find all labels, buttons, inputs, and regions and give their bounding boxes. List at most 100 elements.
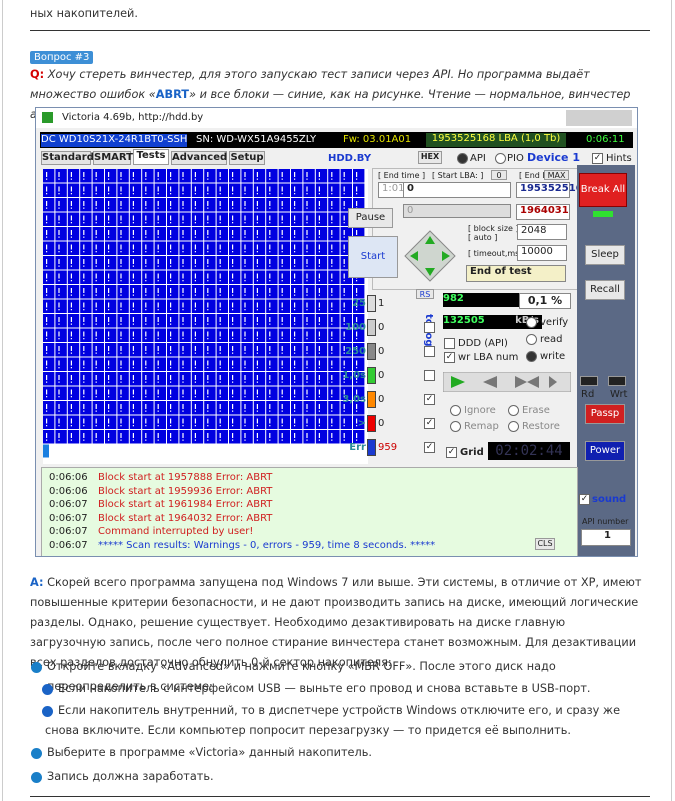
block xyxy=(70,425,72,427)
block xyxy=(167,401,179,415)
block xyxy=(46,346,48,351)
block xyxy=(278,328,290,342)
api: API xyxy=(470,153,486,164)
block xyxy=(142,270,154,284)
end-of-test[interactable]: End of test xyxy=(466,265,566,282)
tab[interactable]: Advanced xyxy=(171,151,228,165)
block xyxy=(232,381,234,383)
block xyxy=(157,375,159,380)
block xyxy=(219,338,221,340)
block xyxy=(182,396,184,398)
block xyxy=(108,375,110,380)
block xyxy=(170,410,172,412)
block xyxy=(318,439,320,441)
block xyxy=(43,169,55,183)
block xyxy=(70,418,72,424)
block xyxy=(83,317,85,322)
block xyxy=(182,273,184,279)
block xyxy=(229,415,241,429)
block xyxy=(207,186,209,192)
tab[interactable]: Setup xyxy=(229,151,265,165)
block xyxy=(95,338,97,340)
block xyxy=(182,338,184,340)
position: 0 xyxy=(403,204,511,218)
cls-button[interactable]: CLS xyxy=(535,538,555,550)
block xyxy=(120,309,122,311)
block xyxy=(170,418,172,424)
block xyxy=(253,241,266,255)
hex-button[interactable]: HEX xyxy=(418,151,442,164)
block xyxy=(266,415,278,429)
block xyxy=(281,425,283,427)
block xyxy=(157,222,159,224)
recall-button[interactable]: Recall xyxy=(585,280,625,300)
block xyxy=(281,338,283,340)
block xyxy=(306,396,308,398)
api-number[interactable]: 1 xyxy=(581,529,631,546)
timeout[interactable]: 10000 xyxy=(517,245,567,261)
block xyxy=(207,207,209,209)
block xyxy=(170,346,172,351)
block xyxy=(179,314,191,328)
block xyxy=(306,259,308,264)
block xyxy=(117,386,129,400)
block xyxy=(219,323,221,325)
block xyxy=(120,433,122,438)
block xyxy=(194,309,196,311)
block xyxy=(182,367,184,369)
zero-button[interactable]: 0 xyxy=(491,170,507,180)
block xyxy=(207,193,209,195)
block xyxy=(83,375,85,380)
block xyxy=(356,381,358,383)
block xyxy=(229,241,241,255)
sleep-button[interactable]: Sleep xyxy=(585,245,625,265)
tab[interactable]: Standard xyxy=(41,151,94,165)
block xyxy=(194,244,196,250)
block xyxy=(232,193,234,195)
block xyxy=(132,259,134,264)
timing-box xyxy=(367,367,376,384)
block xyxy=(43,444,49,458)
block xyxy=(328,183,340,197)
block xyxy=(67,212,80,226)
tab[interactable]: SMART xyxy=(93,151,133,165)
block xyxy=(244,389,246,395)
block xyxy=(278,169,290,183)
label: [ timeout,ms ] xyxy=(468,249,526,258)
block xyxy=(191,386,204,400)
block xyxy=(120,259,122,264)
break-all-button[interactable]: Break All xyxy=(579,173,627,207)
block xyxy=(331,178,333,180)
power-button[interactable]: Power xyxy=(585,441,625,461)
tab[interactable]: Tests xyxy=(133,149,169,165)
block xyxy=(232,309,234,311)
start-button[interactable]: Start xyxy=(348,236,398,278)
rs-button[interactable]: RS xyxy=(416,289,434,299)
block xyxy=(194,236,196,238)
block xyxy=(120,317,122,322)
pause-button[interactable]: Pause xyxy=(348,208,393,228)
block xyxy=(182,375,184,380)
block xyxy=(83,367,85,369)
block xyxy=(207,410,209,412)
block xyxy=(281,265,283,267)
block xyxy=(318,215,320,221)
block xyxy=(70,244,72,250)
block xyxy=(269,367,271,369)
block xyxy=(353,314,365,328)
block xyxy=(194,346,196,351)
block xyxy=(232,215,234,221)
block xyxy=(269,178,271,180)
block xyxy=(157,352,159,354)
block xyxy=(170,309,172,311)
max-button[interactable]: MAX xyxy=(544,170,569,180)
passp-button[interactable]: Passp xyxy=(585,404,625,424)
block xyxy=(331,389,333,395)
block-size[interactable]: 2048 xyxy=(517,224,567,240)
block xyxy=(340,328,352,342)
block xyxy=(269,244,271,250)
block xyxy=(70,433,72,438)
block xyxy=(58,338,60,340)
block xyxy=(120,215,122,221)
block xyxy=(194,251,196,253)
